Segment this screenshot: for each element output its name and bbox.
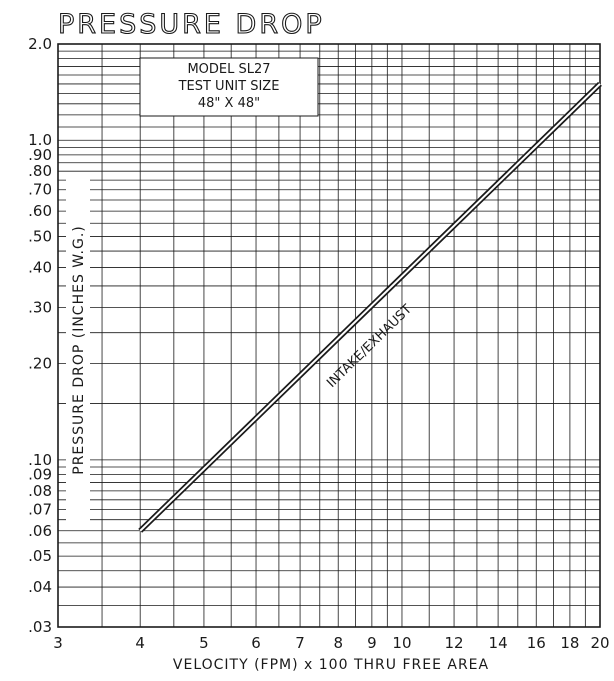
y-axis-label: PRESSURE DROP (INCHES W.G.) — [71, 225, 87, 474]
x-tick-label: 8 — [333, 634, 343, 652]
series-line-inner — [139, 83, 601, 532]
x-tick-label: 7 — [295, 634, 305, 652]
y-tick-label: .40 — [28, 258, 52, 276]
x-tick-label: 4 — [135, 634, 145, 652]
y-tick-label: .90 — [28, 146, 52, 164]
y-axis-label-background — [66, 172, 90, 526]
y-tick-label: .05 — [28, 547, 52, 565]
y-tick-label: .80 — [28, 162, 52, 180]
x-tick-label: 18 — [560, 634, 579, 652]
y-tick-label: .04 — [28, 578, 52, 596]
y-tick-label: .20 — [28, 355, 52, 373]
y-tick-label: .06 — [28, 522, 52, 540]
y-tick-labels: .03 .04 .05 .06 .07.08.09.10 .20 .30 .40 .50 .60.… — [28, 35, 52, 636]
y-tick-label: .30 — [28, 298, 52, 316]
y-tick-label: .70 — [28, 181, 52, 199]
model-name: MODEL SL27 — [187, 62, 270, 77]
plot-frame — [57, 43, 601, 628]
x-axis-label: VELOCITY (FPM) x 100 THRU FREE AREA — [173, 657, 489, 673]
model-info-box-frame — [139, 57, 319, 117]
y-tick-label: 1.0 — [28, 131, 52, 149]
x-tick-label: 10 — [392, 634, 411, 652]
y-tick-label: 2.0 — [28, 35, 52, 53]
y-tick-label: .08 — [28, 482, 52, 500]
y-tick-label: .07 — [28, 500, 52, 518]
x-tick-label: 12 — [445, 634, 464, 652]
y-tick-label: .10 — [28, 451, 52, 469]
y-tick-label: .03 — [28, 618, 52, 636]
x-tick-label: 3 — [53, 634, 63, 652]
y-tick-label: .60 — [28, 202, 52, 220]
y-tick-label: .50 — [28, 227, 52, 245]
chart-title: PRESSURE DROP — [58, 9, 325, 40]
test-unit-dimensions: 48" X 48" — [198, 96, 260, 111]
test-unit-size-label: TEST UNIT SIZE — [178, 79, 280, 94]
series-label: INTAKE/EXHAUST — [324, 302, 415, 391]
model-info-box: MODEL SL27 TEST UNIT SIZE 48" X 48" — [139, 57, 319, 117]
x-tick-label: 14 — [489, 634, 508, 652]
x-tick-labels: 3 4 5 6 7 8 9 10 12 14 16 18 20 — [53, 634, 609, 652]
y-tick-label: .09 — [28, 465, 52, 483]
x-tick-label: 6 — [251, 634, 261, 652]
grid — [57, 43, 601, 628]
x-tick-label: 16 — [527, 634, 546, 652]
x-tick-label: 5 — [199, 634, 209, 652]
x-tick-label: 20 — [590, 634, 609, 652]
x-tick-label: 9 — [367, 634, 377, 652]
